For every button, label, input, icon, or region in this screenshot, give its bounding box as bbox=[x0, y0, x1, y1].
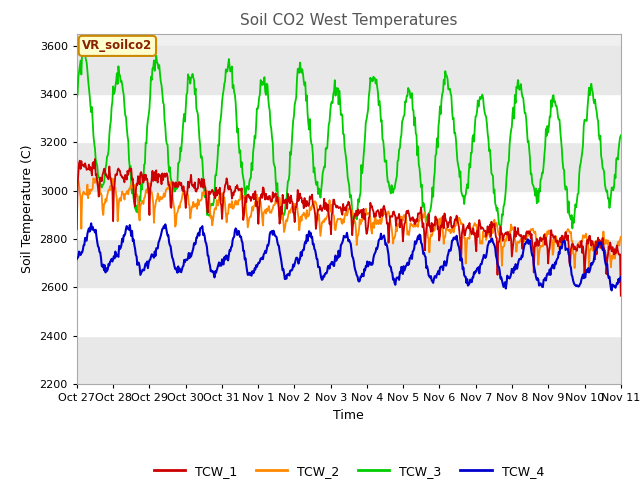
Text: VR_soilco2: VR_soilco2 bbox=[82, 39, 152, 52]
Bar bbox=[77, 191, 621, 239]
X-axis label: Time: Time bbox=[333, 408, 364, 421]
Bar bbox=[77, 239, 621, 288]
Bar bbox=[77, 94, 621, 143]
Bar bbox=[77, 336, 621, 384]
Legend: TCW_1, TCW_2, TCW_3, TCW_4: TCW_1, TCW_2, TCW_3, TCW_4 bbox=[148, 460, 549, 480]
Bar bbox=[77, 143, 621, 191]
Y-axis label: Soil Temperature (C): Soil Temperature (C) bbox=[21, 144, 34, 273]
Bar bbox=[77, 288, 621, 336]
Title: Soil CO2 West Temperatures: Soil CO2 West Temperatures bbox=[240, 13, 458, 28]
Bar bbox=[77, 46, 621, 94]
